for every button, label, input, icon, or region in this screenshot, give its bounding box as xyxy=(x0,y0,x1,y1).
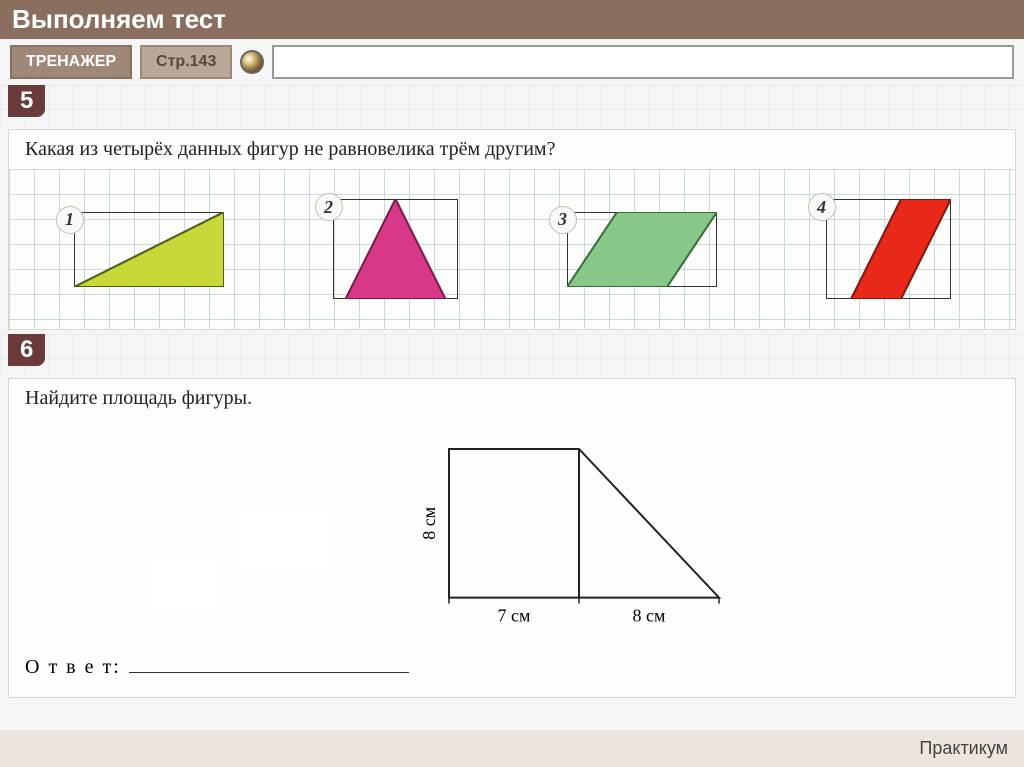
figure-2-svg xyxy=(333,199,458,299)
q5-badge: 5 xyxy=(8,85,45,117)
q5-text: Какая из четырёх данных фигур не равнове… xyxy=(9,130,1015,169)
figure-4: 4 xyxy=(826,199,951,299)
q6-badge: 6 xyxy=(8,334,45,366)
figure-3: 3 xyxy=(567,212,717,287)
answer-input[interactable] xyxy=(272,45,1014,79)
figure-3-svg xyxy=(567,212,717,287)
page-header: Выполняем тест xyxy=(0,0,1024,39)
answer-line xyxy=(129,672,409,673)
question-6: 6 Найдите площадь фигуры. 8 см 7 см 8 см… xyxy=(0,334,1024,698)
figure-1: 1 xyxy=(74,212,224,287)
radio-indicator[interactable] xyxy=(240,50,264,74)
figure-2: 2 xyxy=(333,199,458,299)
svg-text:8 см: 8 см xyxy=(633,606,666,626)
q5-figures: 1 2 3 4 xyxy=(9,169,1015,329)
question-5: 5 Какая из четырёх данных фигур не равно… xyxy=(0,85,1024,330)
svg-text:7 см: 7 см xyxy=(498,606,531,626)
q6-figure-svg: 8 см 7 см 8 см xyxy=(389,429,809,649)
answer-row: О т в е т: xyxy=(25,656,409,679)
content-area: 5 Какая из четырёх данных фигур не равно… xyxy=(0,85,1024,698)
answer-label: О т в е т: xyxy=(25,656,121,679)
figure-3-label: 3 xyxy=(549,206,577,234)
figure-1-label: 1 xyxy=(56,206,84,234)
header-title: Выполняем тест xyxy=(12,4,226,34)
trainer-button[interactable]: ТРЕНАЖЕР xyxy=(10,45,132,79)
toolbar: ТРЕНАЖЕР Стр.143 xyxy=(0,39,1024,85)
footer-text: Практикум xyxy=(919,738,1008,758)
page-button[interactable]: Стр.143 xyxy=(140,45,232,79)
svg-text:8 см: 8 см xyxy=(419,507,439,540)
redaction-patch xyxy=(149,559,219,609)
q6-paper: Найдите площадь фигуры. 8 см 7 см 8 см О… xyxy=(8,378,1016,698)
q5-paper: Какая из четырёх данных фигур не равнове… xyxy=(8,129,1016,330)
footer: Практикум xyxy=(0,730,1024,767)
figure-1-svg xyxy=(74,212,224,287)
figure-4-svg xyxy=(826,199,951,299)
redaction-patch xyxy=(239,509,329,569)
q6-text: Найдите площадь фигуры. xyxy=(9,379,1015,418)
figure-2-label: 2 xyxy=(315,193,343,221)
figure-4-label: 4 xyxy=(808,193,836,221)
